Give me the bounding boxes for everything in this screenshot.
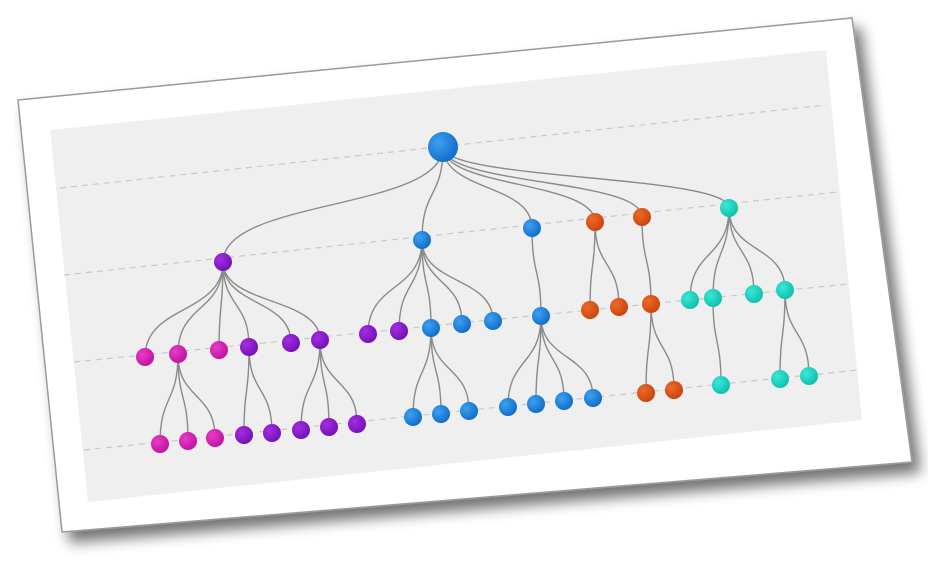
node	[584, 389, 602, 407]
edge	[531, 227, 542, 317]
node	[637, 384, 655, 402]
edge	[421, 239, 463, 325]
node	[712, 376, 730, 394]
node	[179, 432, 197, 450]
node	[771, 370, 789, 388]
edge	[222, 261, 250, 348]
node	[428, 132, 458, 162]
node	[151, 435, 169, 453]
node	[460, 402, 478, 420]
edge	[430, 327, 470, 412]
node	[776, 281, 794, 299]
node	[523, 219, 541, 237]
edge	[319, 339, 330, 428]
node	[311, 331, 329, 349]
edge	[218, 261, 224, 351]
node	[320, 418, 338, 436]
edge	[442, 146, 643, 218]
node	[263, 424, 281, 442]
node	[610, 298, 628, 316]
edge	[540, 315, 594, 399]
edge	[144, 261, 224, 358]
edge	[712, 297, 722, 386]
edge	[728, 207, 755, 295]
node	[704, 289, 722, 307]
edge	[222, 261, 292, 344]
node	[390, 322, 408, 340]
edge	[300, 339, 321, 431]
edge	[689, 207, 730, 301]
node	[235, 426, 253, 444]
edge	[319, 339, 358, 425]
node	[633, 208, 651, 226]
node	[642, 295, 660, 313]
edge	[784, 289, 810, 377]
edge	[594, 221, 620, 308]
edge	[222, 146, 444, 263]
node	[136, 348, 154, 366]
edge	[430, 327, 442, 415]
edge	[535, 315, 542, 405]
edge	[650, 303, 675, 391]
node	[665, 381, 683, 399]
node	[484, 312, 502, 330]
edge	[507, 315, 542, 408]
node	[527, 395, 545, 413]
edge	[589, 221, 596, 311]
node	[453, 315, 471, 333]
node	[292, 421, 310, 439]
node	[720, 199, 738, 217]
edge	[367, 239, 423, 335]
edge	[641, 216, 652, 305]
node	[422, 319, 440, 337]
node	[745, 285, 763, 303]
node	[169, 345, 187, 363]
edge	[412, 327, 432, 418]
node	[499, 398, 517, 416]
edge	[442, 146, 730, 209]
node	[532, 307, 550, 325]
nodes	[136, 132, 818, 453]
node	[282, 334, 300, 352]
node	[214, 253, 232, 271]
edge	[248, 346, 273, 434]
edge	[177, 261, 224, 355]
edge	[177, 353, 216, 439]
edge	[243, 346, 250, 436]
node	[359, 325, 377, 343]
edge	[645, 303, 652, 394]
node	[800, 367, 818, 385]
node	[681, 291, 699, 309]
edge	[421, 239, 432, 329]
level-line	[63, 191, 839, 276]
edge	[222, 261, 321, 341]
edge	[398, 239, 423, 332]
node	[555, 392, 573, 410]
edge	[540, 315, 565, 402]
node	[210, 341, 228, 359]
edge	[159, 353, 179, 445]
edge	[177, 353, 189, 442]
panel	[50, 50, 862, 502]
node	[206, 429, 224, 447]
edge	[421, 239, 494, 322]
edges	[144, 146, 810, 445]
edge	[779, 289, 786, 380]
node	[404, 408, 422, 426]
node	[413, 231, 431, 249]
node	[586, 213, 604, 231]
edge	[728, 207, 786, 291]
node	[348, 415, 366, 433]
edge	[712, 207, 730, 299]
node	[581, 301, 599, 319]
node	[432, 405, 450, 423]
node	[240, 338, 258, 356]
